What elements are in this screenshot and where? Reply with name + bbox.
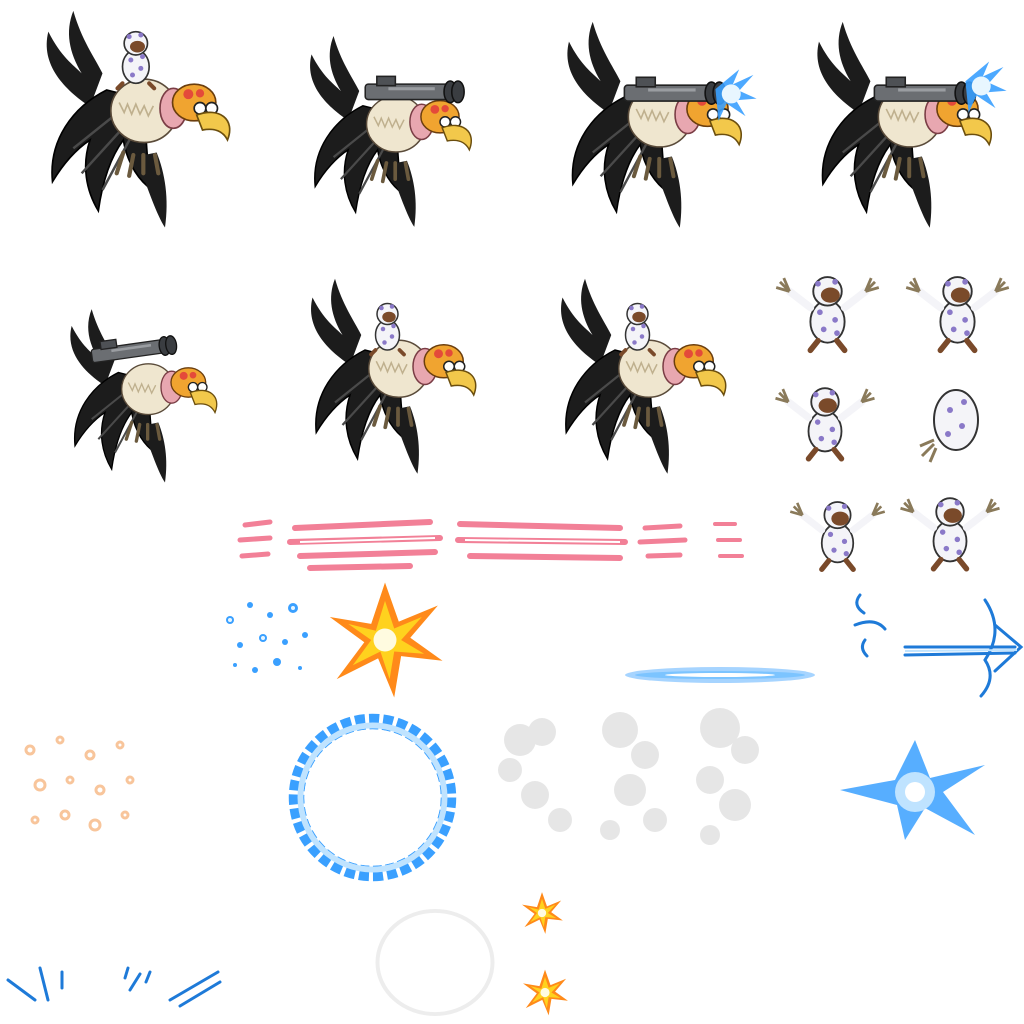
vulture-with-rider-icon [40,20,240,260]
blue-flash-icon [835,735,995,845]
vulture-with-rider-icon [555,276,735,505]
small-star-burst-icon [517,883,567,943]
pink-slash-icon [230,510,770,580]
ferret-in-polka-dot-suit-icon [895,480,1005,575]
blue-beam-icon [620,655,820,695]
ferret-in-polka-dot-suit-icon [770,365,880,470]
ferret-in-polka-dot-suit-icon [900,260,1015,355]
vulture-firing-cannon-icon [545,10,775,230]
small-star-burst-icon [515,965,575,1020]
vulture-with-cannon-icon [65,307,225,500]
peach-sparkles-icon [10,720,150,850]
smoke-cloud-icon [480,700,780,860]
blue-ring-icon [275,705,470,890]
faint-ring-icon [370,905,500,1020]
vulture-with-rider-icon [305,276,485,505]
vulture-with-cannon-icon [285,30,515,229]
explosion-burst-icon [325,580,445,700]
blue-arrow-icon [845,585,1024,698]
ferret-in-polka-dot-suit-icon [915,380,985,463]
blue-particles-icon [215,590,325,690]
ferret-in-polka-dot-suit-icon [785,485,890,575]
vulture-firing-cannon-icon [795,10,1024,230]
ferret-in-polka-dot-suit-icon [770,260,885,355]
blue-speed-lines-icon [0,960,230,1020]
